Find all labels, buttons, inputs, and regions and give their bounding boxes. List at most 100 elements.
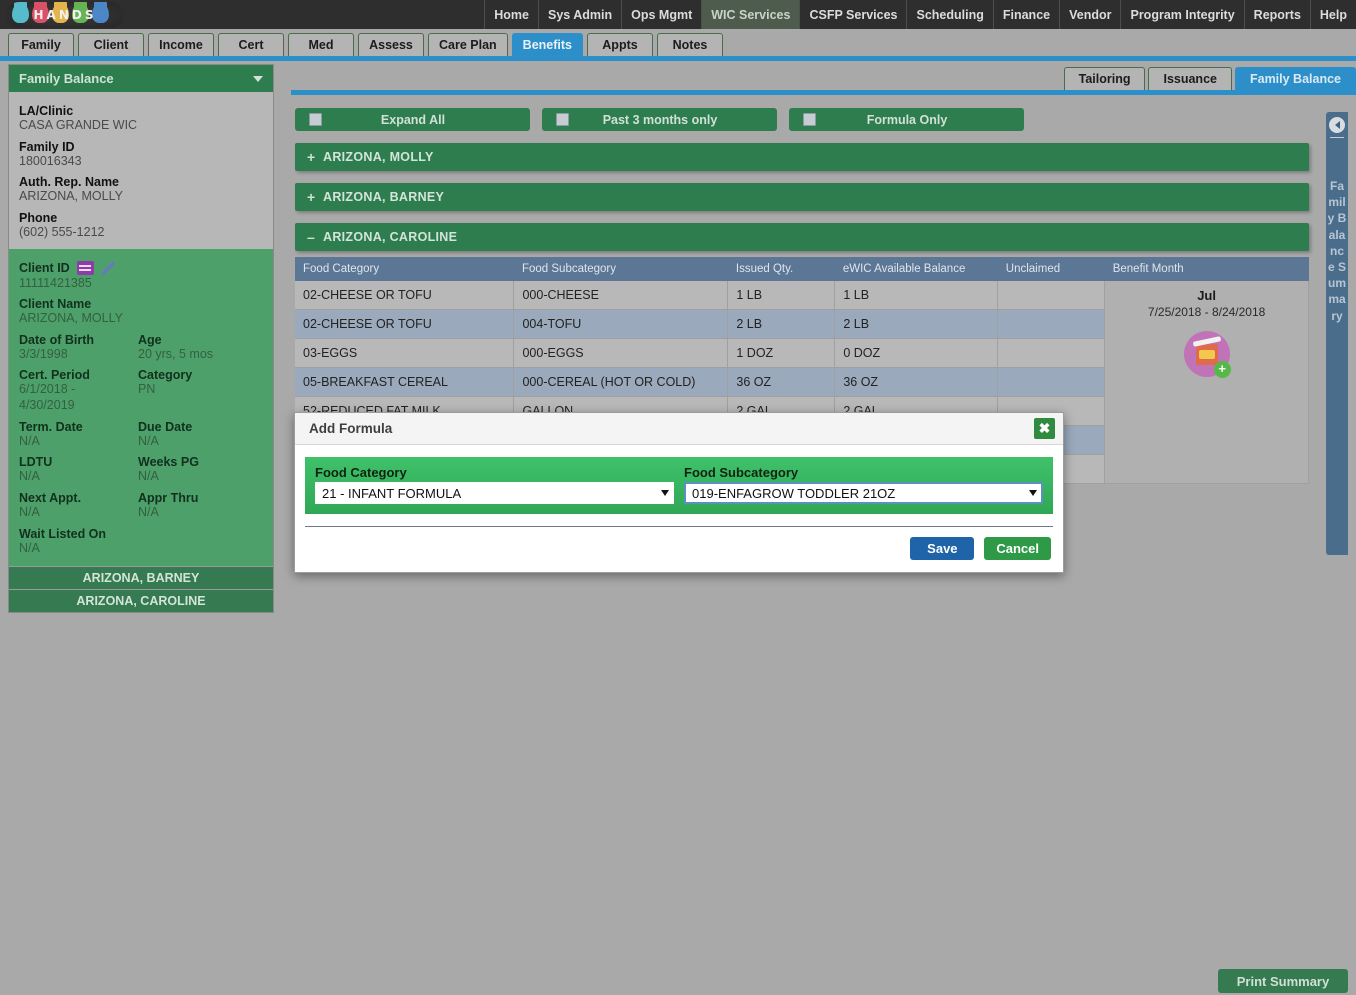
- food-subcategory-value: 019-ENFAGROW TODDLER 21OZ: [692, 485, 896, 501]
- filter-expand-all[interactable]: Expand All: [295, 108, 530, 131]
- field-cert-category: Cert. Period 6/1/2018 - 4/30/2019 Catego…: [19, 368, 263, 413]
- food-subcategory-label: Food Subcategory: [684, 465, 799, 480]
- table-row[interactable]: 05-BREAKFAST CEREAL 000-CEREAL (HOT OR CO…: [295, 367, 1309, 397]
- table-header-row: Food Category Food Subcategory Issued Qty.…: [295, 257, 1309, 281]
- chevron-down-icon[interactable]: [253, 75, 263, 82]
- column-header-issued-qty: Issued Qty.: [727, 257, 835, 281]
- save-button[interactable]: Save: [910, 537, 975, 560]
- checkbox-icon[interactable]: [309, 113, 322, 126]
- cancel-button[interactable]: Cancel: [984, 537, 1051, 560]
- due-date-value: N/A: [138, 433, 159, 448]
- client-id-value: 11111421385: [19, 275, 92, 290]
- age-label: Age: [138, 332, 162, 347]
- field-auth-rep: Auth. Rep. Name ARIZONA, MOLLY: [19, 175, 263, 205]
- topnav-item-sys-admin[interactable]: Sys Admin: [537, 0, 621, 29]
- top-navigation-bar: HANDS Home Sys Admin Ops Mgmt WIC Services C…: [0, 0, 1356, 29]
- tab-income[interactable]: Income: [148, 33, 214, 56]
- accordion-arizona-molly[interactable]: + ARIZONA, MOLLY: [295, 143, 1309, 171]
- dob-label: Date of Birth: [19, 332, 94, 347]
- cell-food-category: 03-EGGS: [295, 338, 515, 368]
- topnav-item-program-integrity[interactable]: Program Integrity: [1120, 0, 1243, 29]
- subtab-issuance[interactable]: Issuance: [1148, 67, 1232, 90]
- chevron-left-icon[interactable]: [1329, 117, 1345, 133]
- topnav-item-scheduling[interactable]: Scheduling: [906, 0, 992, 29]
- sidebar-header-label: Family Balance: [19, 71, 114, 86]
- appr-thru-label: Appr Thru: [138, 490, 199, 505]
- table-row[interactable]: 03-EGGS 000-EGGS 1 DOZ 0 DOZ: [295, 338, 1309, 368]
- transfer-icon[interactable]: [76, 261, 94, 275]
- topnav-item-ops-mgmt[interactable]: Ops Mgmt: [621, 0, 701, 29]
- client-id-label: Client ID: [19, 261, 70, 275]
- due-date-label: Due Date: [138, 419, 193, 434]
- tab-assess[interactable]: Assess: [358, 33, 424, 56]
- field-client-id: Client ID 11111421385: [19, 260, 263, 292]
- topnav-item-wic-services[interactable]: WIC Services: [701, 0, 800, 29]
- cell-issued-qty: 36 OZ: [727, 367, 836, 397]
- sidebar-member-item[interactable]: ARIZONA, BARNEY: [9, 566, 273, 590]
- auth-rep-value: ARIZONA, MOLLY: [19, 189, 123, 204]
- table-row[interactable]: 02-CHEESE OR TOFU 000-CHEESE 1 LB 1 LB Jul 7/…: [295, 281, 1309, 484]
- filter-past-3-months-only[interactable]: Past 3 months only: [542, 108, 777, 131]
- modal-header: Add Formula ✖: [295, 413, 1063, 445]
- topnav-item-reports[interactable]: Reports: [1243, 0, 1310, 29]
- tab-family[interactable]: Family: [8, 33, 74, 56]
- subtab-tailoring[interactable]: Tailoring: [1063, 67, 1146, 90]
- food-category-select[interactable]: 21 - INFANT FORMULA: [315, 482, 674, 504]
- plus-icon[interactable]: +: [307, 189, 316, 205]
- tab-client[interactable]: Client: [78, 33, 144, 56]
- column-header-food-category: Food Category: [295, 257, 514, 281]
- checkbox-icon[interactable]: [556, 113, 569, 126]
- accordion-arizona-caroline[interactable]: – ARIZONA, CAROLINE: [295, 223, 1309, 251]
- subtab-family-balance[interactable]: Family Balance: [1234, 67, 1356, 90]
- handprint-icon: [52, 1, 69, 23]
- checkbox-icon[interactable]: [803, 113, 816, 126]
- accordion-label: ARIZONA, MOLLY: [323, 150, 434, 164]
- cell-food-category: 02-CHEESE OR TOFU: [295, 309, 515, 339]
- sub-tab-bar: Tailoring Issuance Family Balance: [291, 64, 1356, 90]
- family-info-section: LA/Clinic CASA GRANDE WIC Family ID 1800…: [9, 92, 273, 249]
- cell-food-subcategory: 000-CEREAL (HOT OR COLD): [513, 367, 729, 397]
- tab-care-plan[interactable]: Care Plan: [428, 33, 508, 56]
- accordion-arizona-barney[interactable]: + ARIZONA, BARNEY: [295, 183, 1309, 211]
- topnav-item-finance[interactable]: Finance: [992, 0, 1059, 29]
- filter-label: Formula Only: [866, 112, 948, 127]
- field-ldtu-weekspg: LDTU N/A Weeks PG N/A: [19, 455, 263, 485]
- minus-icon[interactable]: –: [307, 229, 315, 245]
- tab-cert[interactable]: Cert: [218, 33, 284, 56]
- plus-icon[interactable]: +: [307, 149, 316, 165]
- table-row[interactable]: 02-CHEESE OR TOFU 004-TOFU 2 LB 2 LB: [295, 309, 1309, 339]
- sidebar-header[interactable]: Family Balance: [9, 65, 273, 92]
- topnav-item-home[interactable]: Home: [484, 0, 538, 29]
- appr-thru-value: N/A: [138, 504, 159, 519]
- cell-food-subcategory: 004-TOFU: [513, 309, 729, 339]
- term-date-label: Term. Date: [19, 419, 83, 434]
- filter-formula-only[interactable]: Formula Only: [789, 108, 1024, 131]
- next-appt-value: N/A: [19, 504, 40, 519]
- cell-ewic-balance: 1 LB: [834, 281, 999, 310]
- close-icon[interactable]: ✖: [1034, 418, 1055, 439]
- handprint-icon: [12, 1, 29, 23]
- family-balance-summary-panel[interactable]: Family Balance Summary: [1326, 112, 1348, 555]
- topnav-item-help[interactable]: Help: [1309, 0, 1356, 29]
- print-summary-button[interactable]: Print Summary: [1218, 969, 1348, 993]
- field-family-id: Family ID 180016343: [19, 140, 263, 170]
- topnav-item-csfp-services[interactable]: CSFP Services: [799, 0, 906, 29]
- column-header-benefit-month: Benefit Month: [1104, 257, 1309, 281]
- tab-appts[interactable]: Appts: [587, 33, 653, 56]
- tab-benefits[interactable]: Benefits: [511, 33, 583, 56]
- wait-listed-label: Wait Listed On: [19, 526, 107, 541]
- topnav-item-vendor[interactable]: Vendor: [1059, 0, 1120, 29]
- la-clinic-value: CASA GRANDE WIC: [19, 118, 138, 132]
- sidebar-member-list: ARIZONA, BARNEY ARIZONA, CAROLINE: [9, 566, 273, 613]
- food-subcategory-select[interactable]: 019-ENFAGROW TODDLER 21OZ: [684, 482, 1043, 504]
- food-category-group: Food Category 21 - INFANT FORMULA: [315, 465, 674, 504]
- cell-benefit-month: Jul 7/25/2018 - 8/24/2018 +: [1104, 281, 1309, 484]
- formula-can-add-icon[interactable]: +: [1183, 331, 1231, 378]
- modal-body: Food Category 21 - INFANT FORMULA Food S…: [295, 445, 1063, 527]
- tab-med[interactable]: Med: [288, 33, 354, 56]
- app-logo[interactable]: HANDS: [0, 0, 130, 29]
- auth-rep-label: Auth. Rep. Name: [19, 175, 120, 190]
- tab-notes[interactable]: Notes: [657, 33, 723, 56]
- sidebar-member-item[interactable]: ARIZONA, CAROLINE: [9, 589, 273, 613]
- family-id-label: Family ID: [19, 139, 75, 154]
